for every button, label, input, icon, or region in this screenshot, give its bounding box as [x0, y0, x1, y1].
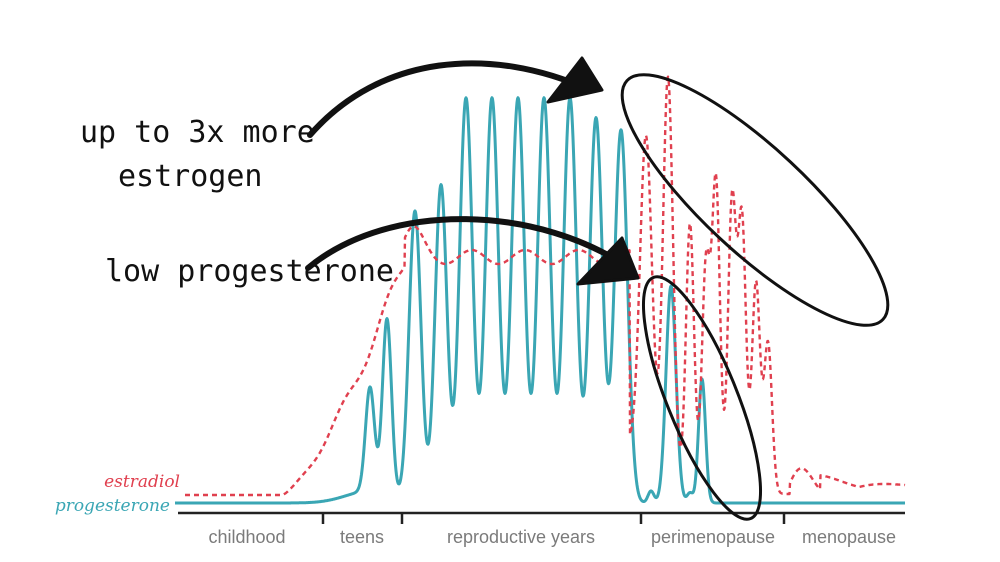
progesterone-curve [174, 96, 906, 505]
arrow-progesterone [305, 216, 640, 286]
arrow-estrogen [307, 56, 604, 138]
stage-label-perimenopause: perimenopause [651, 527, 775, 547]
arrow-progesterone-shaft [305, 216, 635, 273]
stage-ticks [321, 513, 786, 524]
stage-label-childhood: childhood [208, 527, 285, 547]
highlight-oval-progesterone [641, 275, 763, 521]
annotation-progesterone: low progesterone [105, 254, 394, 289]
stage-label-teens: teens [340, 527, 384, 547]
arrow-estrogen-head [546, 56, 604, 104]
highlight-oval-estrogen [620, 73, 890, 327]
progesterone-label: progesterone [55, 496, 170, 516]
arrow-estrogen-shaft [307, 60, 593, 138]
stage-label-menopause: menopause [802, 527, 896, 547]
annotation-estrogen-line1: up to 3x more [80, 115, 315, 150]
stage-label-reproductive-years: reproductive years [447, 527, 595, 547]
estradiol-curve [184, 75, 906, 497]
annotation-estrogen-line2: estrogen [118, 159, 263, 194]
estradiol-label: estradiol [104, 472, 180, 492]
arrow-progesterone-head [576, 236, 640, 286]
